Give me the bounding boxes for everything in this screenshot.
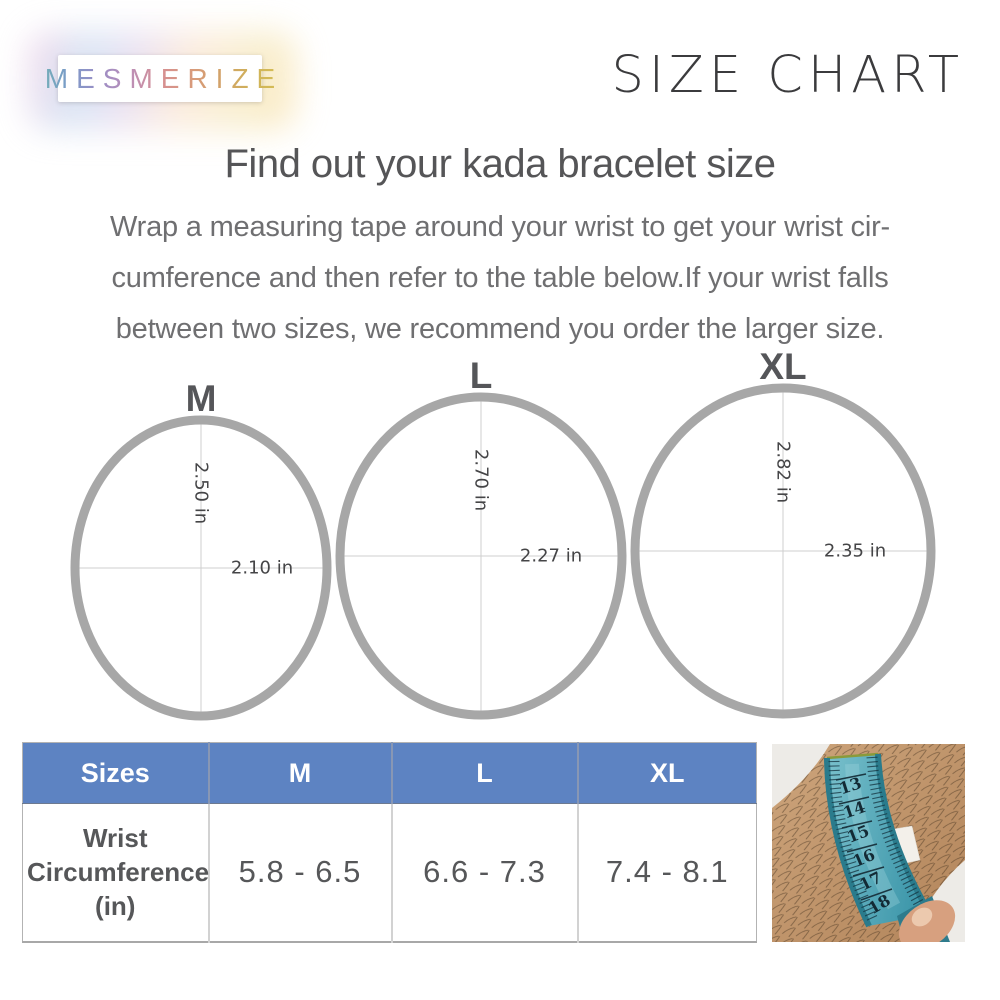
value-cell-l: 6.6 - 7.3 <box>390 803 578 942</box>
header-cell-xl: XL <box>576 742 757 804</box>
size-table: Sizes M L XL Wrist Circumference (in) 5.… <box>22 742 757 943</box>
value-cell-xl: 7.4 - 8.1 <box>576 803 757 942</box>
thumb <box>898 900 956 942</box>
page-title: SIZE CHART <box>611 46 964 105</box>
size-table-body-row: Wrist Circumference (in) 5.8 - 6.5 6.6 -… <box>22 803 757 942</box>
xl-size-label: XL <box>759 350 806 387</box>
brand-logo-text: MESMERIZE <box>37 63 283 95</box>
m-horizontal-measure: 2.10 in <box>231 558 293 579</box>
value-cell-m: 5.8 - 6.5 <box>207 803 392 942</box>
xl-range: 7.4 - 8.1 <box>605 854 729 890</box>
l-vertical-measure: 2.70 in <box>471 449 492 511</box>
logo-box: MESMERIZE <box>45 55 275 102</box>
header-cell-sizes: Sizes <box>22 742 209 804</box>
intro-line-3: between two sizes, we recommend you orde… <box>115 313 885 345</box>
l-bangle-ring <box>335 392 627 720</box>
size-diagrams: M 2.50 in 2.10 in L 2.70 in 2.27 in XL 2… <box>70 350 936 721</box>
size-table-header-row: Sizes M L XL <box>22 742 757 804</box>
wrist-photo: 13 14 15 16 17 18 <box>772 744 965 942</box>
header-cell-m: M <box>207 742 392 804</box>
size-diagram-m: M 2.50 in 2.10 in <box>70 378 332 721</box>
l-horizontal-measure: 2.27 in <box>520 546 582 567</box>
measuring-tape: 13 14 15 16 17 18 <box>824 752 933 928</box>
m-range: 5.8 - 6.5 <box>238 854 362 890</box>
thumb-nail <box>911 907 933 927</box>
xl-vertical-measure: 2.82 in <box>773 441 794 503</box>
section-heading: Find out your kada bracelet size <box>224 142 776 186</box>
intro-line-1: Wrap a measuring tape around your wrist … <box>109 211 891 243</box>
size-diagram-xl: XL 2.82 in 2.35 in <box>630 350 936 719</box>
tape-major-ticks <box>835 773 893 901</box>
m-vertical-measure: 2.50 in <box>191 462 212 524</box>
tape-minor-ticks-left <box>828 760 878 923</box>
m-bangle-ring <box>70 415 332 721</box>
xl-bangle-ring <box>630 383 936 719</box>
wrist-circumference-label: Wrist Circumference (in) <box>27 822 210 922</box>
l-size-label: L <box>470 355 493 396</box>
intro-line-2: cumference and then refer to the table b… <box>111 262 889 294</box>
l-range: 6.6 - 7.3 <box>423 854 546 890</box>
brand-logo: MESMERIZE <box>28 31 296 130</box>
size-diagram-l: L 2.70 in 2.27 in <box>335 355 627 720</box>
m-size-label: M <box>186 378 217 419</box>
intro-paragraph: Wrap a measuring tape around your wrist … <box>0 202 1000 355</box>
header-cell-l: L <box>390 742 578 804</box>
xl-horizontal-measure: 2.35 in <box>824 541 886 562</box>
row-label-cell: Wrist Circumference (in) <box>22 803 210 942</box>
